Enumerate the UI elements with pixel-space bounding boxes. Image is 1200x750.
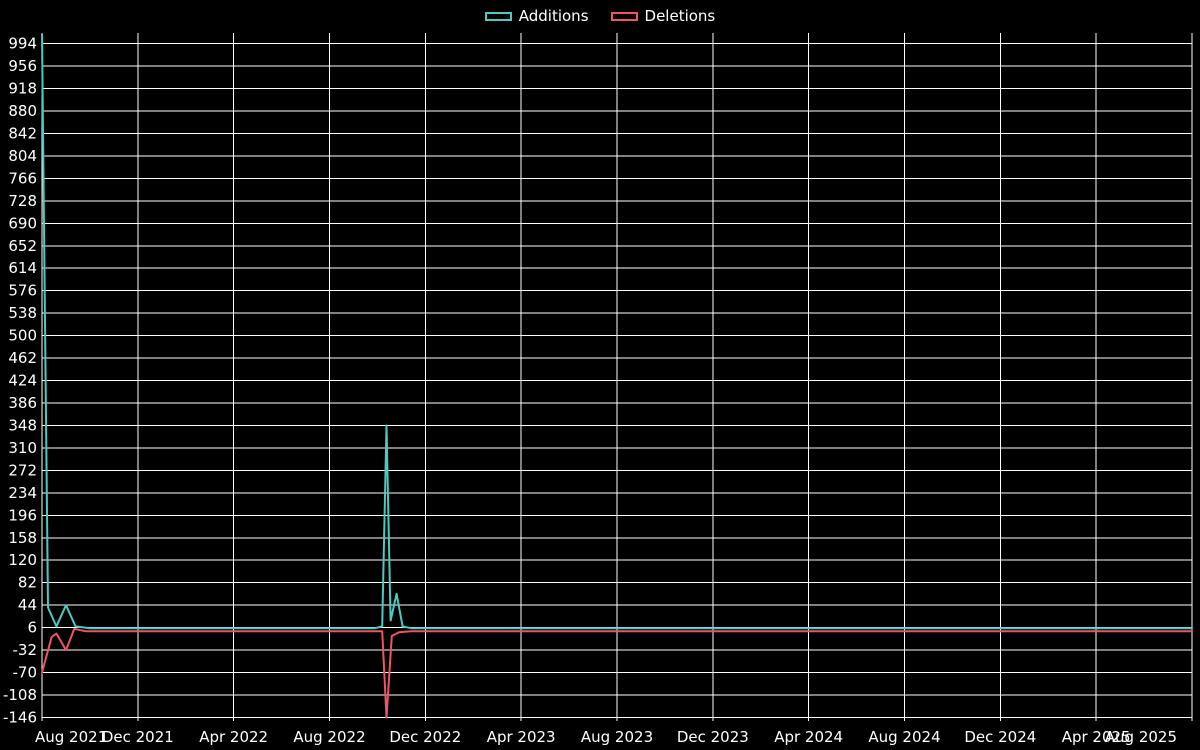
y-tick-label: 956 [8, 57, 37, 75]
x-tick-label: Aug 2021 [35, 728, 107, 746]
y-tick-label: -146 [3, 708, 37, 726]
y-tick-label: 918 [8, 80, 37, 98]
x-tick-label: Apr 2023 [487, 728, 556, 746]
additions-line [41, 33, 1193, 630]
x-tick-label: Aug 2025 [1105, 728, 1177, 746]
y-tick-label: 538 [8, 304, 37, 322]
deletions-swatch-icon [610, 11, 638, 21]
y-tick-label: 842 [8, 124, 37, 142]
y-tick-label: 348 [8, 416, 37, 434]
x-tick-label: Aug 2024 [868, 728, 940, 746]
x-tick-label: Apr 2025 [1062, 728, 1131, 746]
deletions-line [41, 627, 1193, 719]
y-tick-label: 576 [8, 282, 37, 300]
additions-swatch-icon [484, 11, 512, 21]
x-tick-label: Aug 2022 [293, 728, 365, 746]
x-tick-label: Dec 2022 [389, 728, 461, 746]
x-tick-label: Dec 2024 [964, 728, 1036, 746]
x-tick-label: Dec 2023 [677, 728, 749, 746]
y-tick-label: 44 [18, 596, 37, 614]
y-tick-label: 690 [8, 214, 37, 232]
y-tick-label: 424 [8, 372, 37, 390]
y-tick-label: 310 [8, 439, 37, 457]
y-tick-label: 462 [8, 349, 37, 367]
y-tick-label: -70 [13, 664, 38, 682]
y-tick-label: 196 [8, 506, 37, 524]
y-tick-label: -32 [13, 641, 38, 659]
y-tick-label: 120 [8, 551, 37, 569]
y-tick-label: 386 [8, 394, 37, 412]
chart-legend: Additions Deletions [0, 7, 1200, 25]
y-tick-label: 804 [8, 147, 37, 165]
y-tick-label: 728 [8, 192, 37, 210]
legend-label-deletions: Deletions [644, 7, 716, 25]
y-tick-label: 234 [8, 484, 37, 502]
y-tick-label: 880 [8, 102, 37, 120]
y-tick-label: 158 [8, 529, 37, 547]
y-tick-label: 6 [27, 619, 37, 637]
y-tick-label: 500 [8, 327, 37, 345]
x-tick-label: Apr 2024 [774, 728, 843, 746]
x-tick-label: Aug 2023 [581, 728, 653, 746]
y-tick-label: 272 [8, 461, 37, 479]
y-tick-label: -108 [3, 686, 37, 704]
y-tick-label: 766 [8, 169, 37, 187]
legend-item-additions[interactable]: Additions [484, 7, 589, 25]
y-tick-label: 82 [18, 574, 37, 592]
y-tick-label: 994 [8, 35, 37, 53]
x-tick-label: Dec 2021 [102, 728, 174, 746]
y-tick-label: 652 [8, 237, 37, 255]
x-tick-label: Apr 2022 [199, 728, 268, 746]
legend-label-additions: Additions [518, 7, 589, 25]
legend-item-deletions[interactable]: Deletions [610, 7, 716, 25]
y-tick-label: 614 [8, 259, 37, 277]
